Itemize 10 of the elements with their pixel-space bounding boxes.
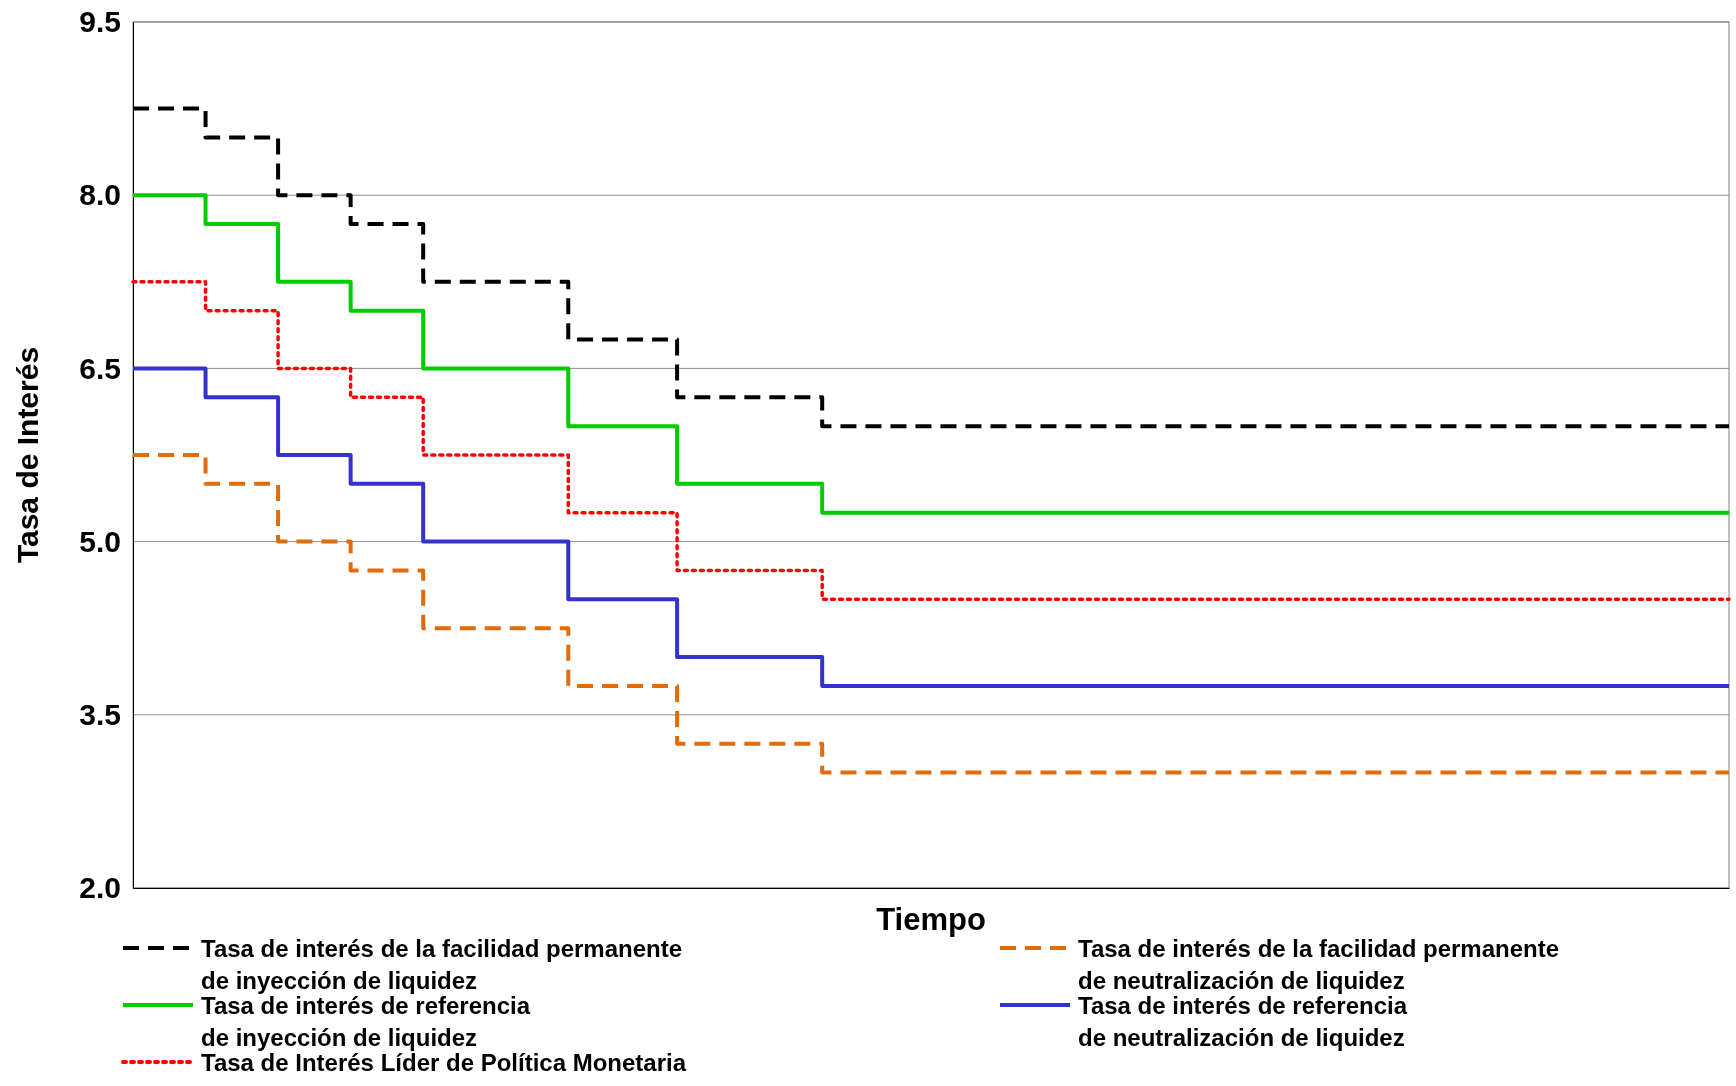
y-axis-title: Tasa de Interés bbox=[11, 346, 44, 564]
y-tick-label: 6.5 bbox=[79, 351, 121, 385]
y-tick-label: 3.5 bbox=[79, 697, 121, 731]
y-tick-label: 5.0 bbox=[79, 524, 121, 558]
legend-label: Tasa de interés de la facilidad permanente de inyección de liquidez bbox=[201, 935, 683, 994]
y-tick-label: 8.0 bbox=[79, 178, 121, 212]
x-axis-title: Tiempo bbox=[876, 902, 986, 937]
legend-label: Tasa de interés de la facilidad permanente de neutralización de liquidez bbox=[1078, 935, 1560, 994]
y-tick-label: 9.5 bbox=[79, 5, 121, 39]
y-tick-label: 2.0 bbox=[79, 871, 121, 905]
